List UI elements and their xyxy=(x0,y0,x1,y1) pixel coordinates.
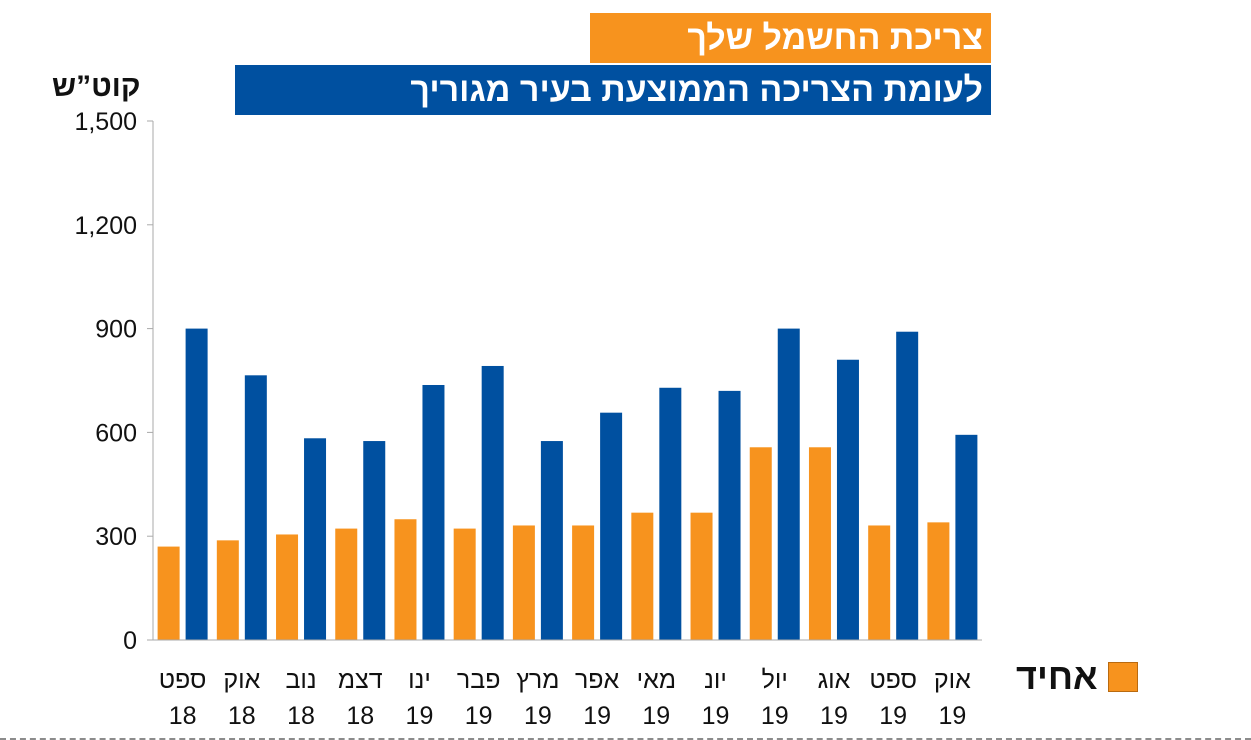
bar-user xyxy=(453,528,476,640)
x-tick-label-month: נוב xyxy=(285,666,316,694)
bar-user xyxy=(335,528,358,640)
legend-swatch xyxy=(1107,662,1138,692)
legend: אחיד xyxy=(1016,656,1138,697)
y-axis-unit-label: קוט”ש xyxy=(52,70,141,103)
legend-label: אחיד xyxy=(1016,656,1098,697)
bar-average xyxy=(363,441,386,640)
bar-user xyxy=(157,546,180,640)
bar-user xyxy=(512,525,535,640)
x-tick-label-month: דצמ xyxy=(338,666,383,694)
bar-average xyxy=(718,390,741,640)
bar-average xyxy=(777,328,800,640)
y-tick-label: 900 xyxy=(95,316,137,344)
x-tick-label-year: 19 xyxy=(938,702,966,730)
bar-user xyxy=(927,522,950,640)
x-tick-label-month: אוק xyxy=(934,666,971,694)
bar-average xyxy=(244,375,267,640)
x-tick-label-year: 19 xyxy=(465,702,493,730)
bar-user xyxy=(808,447,831,640)
x-tick-label-month: מרץ xyxy=(516,666,559,694)
x-tick-label-year: 19 xyxy=(406,702,434,730)
x-tick-label-month: אוק xyxy=(223,666,260,694)
x-tick-label-year: 18 xyxy=(287,702,315,730)
x-tick-label-year: 18 xyxy=(169,702,197,730)
x-tick-label-year: 18 xyxy=(228,702,256,730)
bar-average xyxy=(896,331,919,640)
bar-average xyxy=(955,434,978,640)
y-tick-label: 300 xyxy=(95,523,137,551)
bar-average xyxy=(540,441,563,640)
y-tick-label: 0 xyxy=(123,627,137,655)
x-tick-label-year: 18 xyxy=(346,702,374,730)
bar-user xyxy=(572,525,595,640)
bar-user xyxy=(868,525,891,640)
bar-user xyxy=(631,512,654,640)
bar-user xyxy=(216,540,239,640)
bar-user xyxy=(276,534,299,640)
x-tick-label-month: מאי xyxy=(637,666,676,694)
bar-user xyxy=(749,447,772,640)
x-tick-label-month: ספט xyxy=(159,666,207,694)
chart-title-line1: צריכת החשמל שלך xyxy=(590,13,991,63)
y-tick-label: 600 xyxy=(95,419,137,447)
bar-average xyxy=(185,328,208,640)
x-tick-label-month: אוג xyxy=(818,666,851,694)
x-tick-label-month: ינו xyxy=(408,666,431,694)
x-tick-label-month: אפר xyxy=(575,666,620,694)
x-tick-label-year: 19 xyxy=(524,702,552,730)
chart-title-line2: לעומת הצריכה הממוצעת בעיר מגוריך xyxy=(235,65,991,115)
x-tick-label-year: 19 xyxy=(820,702,848,730)
bar-user xyxy=(394,519,417,640)
x-tick-label-year: 19 xyxy=(761,702,789,730)
x-tick-label-year: 19 xyxy=(642,702,670,730)
bar-average xyxy=(422,384,445,640)
y-tick-label: 1,500 xyxy=(74,108,137,136)
bar-average xyxy=(304,438,327,640)
x-tick-label-year: 19 xyxy=(702,702,730,730)
bar-average xyxy=(659,387,682,640)
x-tick-label-month: יול xyxy=(762,666,788,694)
x-tick-label-year: 19 xyxy=(583,702,611,730)
x-tick-label-year: 19 xyxy=(879,702,907,730)
x-tick-label-month: ספט xyxy=(869,666,917,694)
bar-average xyxy=(600,412,623,640)
bar-average xyxy=(836,359,859,640)
bar-average xyxy=(481,365,504,640)
footer-dashed-divider xyxy=(0,738,1251,740)
y-tick-label: 1,200 xyxy=(74,212,137,240)
x-tick-label-month: יונ xyxy=(704,666,727,694)
bar-user xyxy=(690,512,713,640)
x-tick-label-month: פבר xyxy=(457,666,501,694)
